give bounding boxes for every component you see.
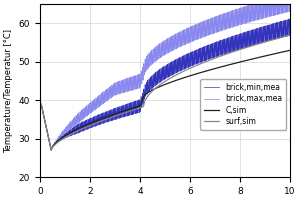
C,sim [254, 57, 257, 59]
C,sim [190, 74, 194, 76]
brick,min,mea [67, 134, 70, 136]
Y-axis label: Temperature/Temperatur [°C]: Temperature/Temperatur [°C] [4, 29, 13, 153]
brick,max,mea [82, 118, 85, 120]
surf,sim [190, 66, 194, 69]
brick,min,mea [82, 130, 85, 132]
Line: brick,min,mea: brick,min,mea [40, 19, 290, 150]
Line: C,sim: C,sim [40, 50, 290, 150]
brick,max,mea [134, 75, 138, 78]
brick,max,mea [284, 10, 287, 12]
surf,sim [54, 143, 57, 145]
C,sim [38, 103, 42, 105]
brick,max,mea [50, 149, 53, 151]
brick,min,mea [256, 37, 260, 40]
C,sim [288, 49, 292, 51]
C,sim [184, 76, 187, 78]
brick,min,mea [288, 18, 292, 20]
brick,min,mea [38, 103, 42, 105]
surf,sim [198, 63, 201, 65]
brick,max,mea [145, 63, 148, 65]
brick,max,mea [38, 103, 42, 105]
brick,max,mea [256, 12, 260, 15]
brick,min,mea [145, 88, 148, 90]
surf,sim [38, 103, 42, 105]
brick,max,mea [67, 127, 70, 130]
C,sim [198, 72, 201, 74]
surf,sim [228, 52, 232, 54]
brick,min,mea [134, 101, 138, 103]
brick,min,mea [284, 34, 287, 36]
surf,sim [50, 149, 53, 151]
Line: surf,sim: surf,sim [40, 35, 290, 150]
Line: brick,max,mea: brick,max,mea [40, 0, 290, 150]
Legend: brick,min,mea, brick,max,mea, C,sim, surf,sim: brick,min,mea, brick,max,mea, C,sim, sur… [200, 79, 286, 130]
surf,sim [254, 43, 257, 46]
brick,max,mea [288, 1, 292, 3]
C,sim [54, 142, 57, 144]
brick,min,mea [50, 149, 53, 151]
C,sim [228, 63, 232, 66]
brick,min,mea [288, 26, 292, 28]
surf,sim [288, 34, 292, 36]
surf,sim [184, 69, 187, 72]
C,sim [50, 149, 53, 151]
